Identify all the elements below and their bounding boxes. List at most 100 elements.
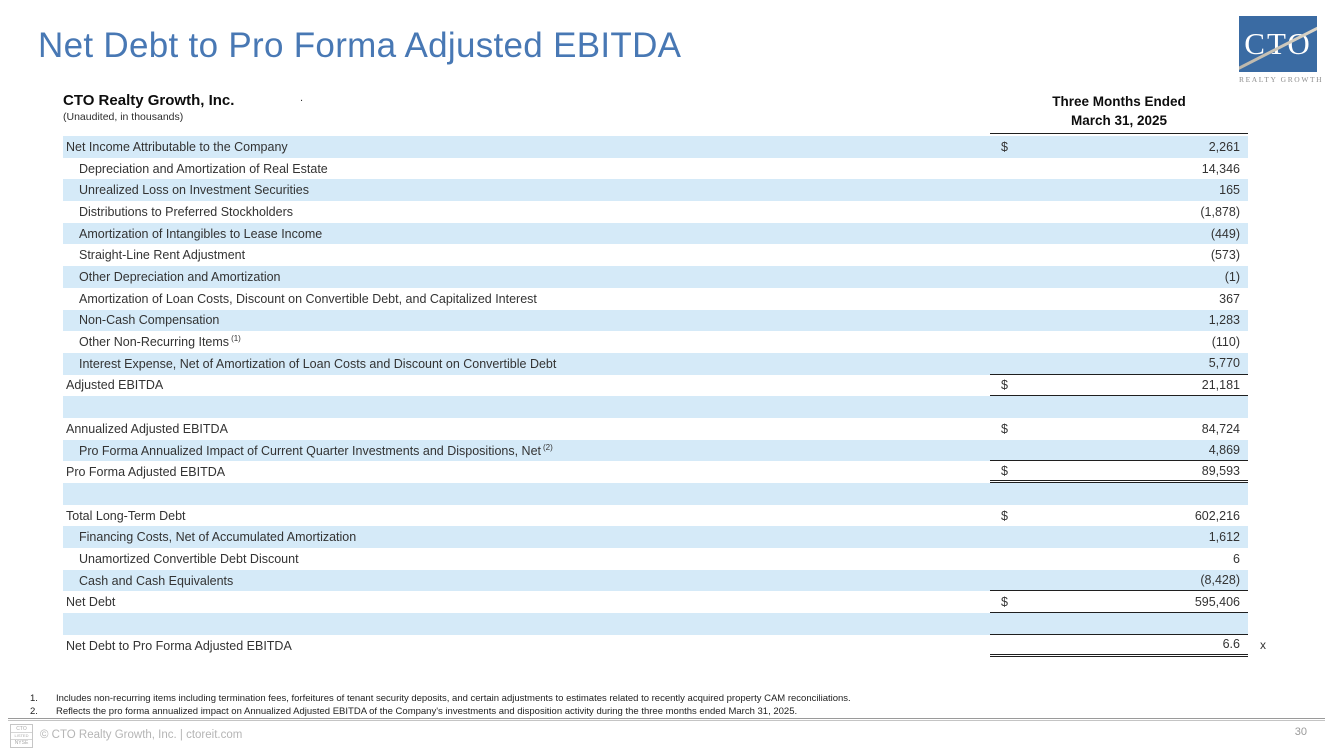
row-value: 367 [1219, 291, 1240, 306]
table-row: Unrealized Loss on Investment Securities… [63, 179, 1248, 202]
footnote-number: 1. [30, 693, 38, 704]
table-row: Net Debt to Pro Forma Adjusted EBITDA 6.6… [63, 635, 1266, 657]
table-spacer-row [63, 483, 1248, 505]
row-value-cell: (8,428) [990, 570, 1248, 592]
page-number: 30 [1294, 726, 1307, 738]
row-label: Amortization of Intangibles to Lease Inc… [79, 226, 323, 241]
row-value: 2,261 [1208, 139, 1240, 154]
row-value-cell: $595,406 [990, 591, 1248, 614]
table-row: Interest Expense, Net of Amortization of… [63, 352, 1248, 375]
row-value: 1,283 [1208, 313, 1240, 328]
table-subtitle: (Unaudited, in thousands) [63, 111, 184, 123]
row-value: 21,181 [1201, 377, 1240, 392]
table-row: Other Depreciation and Amortization (1) [63, 266, 1248, 288]
table-rows: Net Income Attributable to the Company $2… [63, 136, 1266, 657]
dollar-sign: $ [1001, 377, 1008, 392]
row-label: Net Income Attributable to the Company [66, 139, 288, 154]
row-label: Distributions to Preferred Stockholders [79, 204, 293, 219]
period-line2: March 31, 2025 [1070, 113, 1168, 128]
table-company-name: CTO Realty Growth, Inc. [63, 92, 235, 109]
row-value-cell: (110) [990, 331, 1248, 353]
row-value-cell: 6.6 x [990, 635, 1266, 657]
row-value: (8,428) [1200, 573, 1240, 588]
row-value-cell: 1,283 [990, 310, 1248, 332]
row-value: 6.6 [1222, 637, 1240, 652]
table-spacer-row [63, 396, 1248, 418]
row-label: Straight-Line Rent Adjustment [79, 248, 246, 263]
row-value: (449) [1210, 226, 1240, 241]
footnote-text: Reflects the pro forma annualized impact… [56, 706, 798, 717]
row-label: Total Long-Term Debt [66, 508, 186, 523]
table-row: Distributions to Preferred Stockholders (… [63, 201, 1248, 223]
page-title: Net Debt to Pro Forma Adjusted EBITDA [38, 26, 682, 65]
table-row: Adjusted EBITDA $21,181 [63, 375, 1248, 397]
row-value: (573) [1210, 248, 1240, 263]
footnote-item: 2. Reflects the pro forma annualized impa… [30, 705, 851, 718]
table-row: Annualized Adjusted EBITDA $84,724 [63, 418, 1248, 440]
row-label: Non-Cash Compensation [79, 313, 220, 328]
row-value-cell: 14,346 [990, 158, 1248, 180]
footnotes: 1. Includes non-recurring items including… [30, 692, 851, 718]
row-value: 5,770 [1208, 356, 1240, 371]
row-value-cell: 6 [990, 548, 1248, 570]
table-row: Depreciation and Amortization of Real Es… [63, 158, 1248, 180]
footnote-marker: (1) [231, 334, 241, 344]
table-spacer-row [63, 613, 1248, 635]
row-value-cell: 4,869 [990, 440, 1248, 462]
period-header: Three Months Ended March 31, 2025 [990, 92, 1248, 134]
row-label: Interest Expense, Net of Amortization of… [79, 356, 557, 371]
footnote-text: Includes non-recurring items including t… [56, 693, 851, 704]
row-value-cell [990, 483, 1248, 505]
row-label: Adjusted EBITDA [66, 378, 164, 393]
row-value-cell: (449) [990, 223, 1248, 245]
table-row: Pro Forma Annualized Impact of Current Q… [63, 439, 1248, 462]
table-row: Net Income Attributable to the Company $2… [63, 136, 1248, 158]
period-line1: Three Months Ended [1052, 94, 1186, 109]
row-value-cell: 165 [990, 179, 1248, 201]
dollar-sign: $ [1001, 508, 1008, 523]
dollar-sign: $ [1001, 421, 1008, 436]
row-label: Net Debt to Pro Forma Adjusted EBITDA [66, 638, 292, 653]
logo-acronym: CTO [1244, 26, 1312, 61]
table-row: Cash and Cash Equivalents (8,428) [63, 569, 1248, 592]
row-value-cell: (1,878) [990, 201, 1248, 223]
nyse-badge-line1: CTO [16, 726, 27, 732]
nyse-badge-line2: LISTED [11, 732, 32, 740]
table-row: Non-Cash Compensation 1,283 [63, 309, 1248, 332]
row-value-cell: $89,593 [990, 461, 1248, 483]
nyse-listed-badge: CTO LISTED NYSE [10, 724, 33, 748]
row-value: 165 [1219, 183, 1240, 198]
table-row: Pro Forma Adjusted EBITDA $89,593 [63, 461, 1248, 483]
row-value-cell [990, 613, 1248, 635]
table-row: Total Long-Term Debt $602,216 [63, 505, 1248, 527]
table-row: Net Debt $595,406 [63, 591, 1248, 614]
row-value-cell: 367 [990, 288, 1248, 310]
company-logo: CTO REALTY GROWTH [1239, 16, 1324, 84]
footer-divider [8, 718, 1325, 721]
row-value: (110) [1211, 335, 1240, 350]
row-label: Annualized Adjusted EBITDA [66, 421, 228, 436]
footnote-item: 1. Includes non-recurring items including… [30, 692, 851, 705]
row-label: Other Depreciation and Amortization [79, 269, 281, 284]
row-label: Unrealized Loss on Investment Securities [79, 183, 309, 198]
table-row: Other Non-Recurring Items (1) (110) [63, 331, 1248, 353]
table-row: Amortization of Intangibles to Lease Inc… [63, 222, 1248, 245]
row-value: 14,346 [1201, 161, 1240, 176]
row-value: (1,878) [1200, 204, 1240, 219]
table-row: Straight-Line Rent Adjustment (573) [63, 244, 1248, 266]
row-value-cell: $602,216 [990, 505, 1248, 527]
row-label: Unamortized Convertible Debt Discount [79, 551, 299, 566]
multiple-suffix: x [1260, 637, 1266, 652]
table-row: Unamortized Convertible Debt Discount 6 [63, 548, 1248, 570]
row-value-cell: 5,770 [990, 353, 1248, 375]
row-value: 84,724 [1201, 421, 1240, 436]
row-value: 4,869 [1208, 442, 1240, 457]
row-value: 1,612 [1208, 530, 1240, 545]
row-value-cell: $21,181 [990, 375, 1248, 397]
stray-period-mark: . [300, 92, 304, 104]
nyse-badge-line3: NYSE [14, 740, 29, 746]
row-value-cell: $84,724 [990, 418, 1248, 440]
logo-caption: REALTY GROWTH [1239, 75, 1324, 84]
footnote-marker: (2) [543, 442, 553, 452]
row-value-cell: $2,261 [990, 136, 1248, 158]
